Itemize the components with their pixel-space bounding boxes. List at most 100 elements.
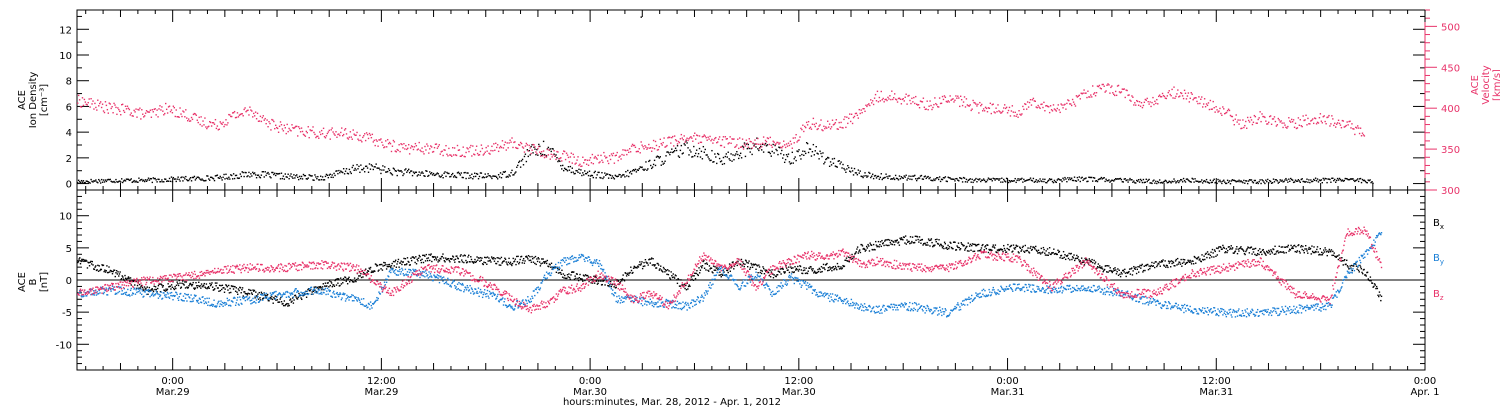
data-point: [275, 124, 277, 127]
data-point: [426, 257, 428, 260]
data-point: [495, 262, 498, 265]
data-point: [564, 168, 567, 170]
data-point: [506, 175, 508, 178]
data-point: [509, 139, 511, 141]
data-point: [546, 148, 549, 151]
data-point: [1247, 246, 1250, 249]
data-point: [106, 108, 109, 111]
data-point: [1116, 271, 1118, 273]
data-point: [508, 174, 510, 176]
data-point: [657, 156, 660, 158]
data-point: [267, 171, 269, 174]
data-point: [350, 172, 353, 175]
data-point: [235, 116, 238, 119]
data-point: [1323, 249, 1325, 251]
data-point: [117, 107, 119, 109]
data-point: [1063, 256, 1065, 259]
data-point: [1197, 102, 1199, 105]
top-right-axis-label: ACE Velocity [km/s]: [1470, 65, 1500, 104]
data-point: [144, 179, 147, 181]
data-point: [218, 128, 220, 130]
data-point: [773, 152, 775, 154]
data-point: [166, 112, 169, 114]
data-point: [1221, 114, 1223, 117]
data-point: [152, 289, 154, 291]
data-point: [367, 270, 370, 273]
data-point: [781, 149, 783, 152]
data-point: [716, 141, 718, 144]
data-point: [892, 98, 894, 101]
data-point: [533, 146, 535, 149]
data-point: [304, 174, 307, 177]
data-point: [1235, 248, 1237, 250]
data-point: [594, 275, 597, 277]
data-point: [899, 98, 902, 100]
data-point: [542, 150, 545, 152]
data-point: [91, 180, 93, 183]
data-point: [868, 103, 870, 105]
data-point: [1307, 181, 1309, 183]
data-point: [1300, 244, 1303, 247]
data-point: [1043, 101, 1045, 104]
data-point: [465, 259, 467, 262]
data-point: [179, 180, 181, 182]
data-point: [1133, 180, 1135, 182]
data-point: [406, 257, 409, 259]
data-point: [1158, 95, 1160, 98]
data-point: [1326, 181, 1328, 184]
data-point: [938, 239, 940, 241]
data-point: [1341, 119, 1344, 122]
data-point: [758, 264, 760, 266]
data-point: [634, 168, 637, 171]
data-point: [410, 259, 413, 262]
data-point: [1307, 248, 1310, 250]
data-point: [639, 264, 642, 266]
data-point: [215, 127, 218, 130]
data-point: [690, 136, 692, 138]
data-point: [884, 176, 886, 179]
data-point: [1188, 260, 1190, 262]
data-point: [687, 139, 689, 142]
data-point: [1215, 255, 1217, 258]
data-point: [686, 142, 688, 144]
data-point: [122, 109, 125, 112]
data-point: [573, 278, 576, 280]
data-point: [86, 260, 88, 262]
data-point: [308, 136, 310, 139]
data-point: [452, 147, 454, 149]
data-point: [219, 289, 222, 292]
data-point: [1101, 266, 1103, 268]
data-point: [1062, 177, 1064, 179]
data-point: [1301, 178, 1303, 180]
data-point: [589, 175, 592, 177]
data-point: [437, 145, 440, 148]
data-point: [1323, 179, 1325, 181]
data-point: [1291, 247, 1293, 250]
data-point: [973, 243, 975, 245]
data-point: [477, 178, 480, 180]
data-point: [271, 171, 273, 174]
data-point: [1155, 102, 1157, 105]
data-point: [341, 279, 343, 281]
data-point: [1317, 181, 1320, 183]
data-point: [410, 257, 412, 260]
data-point: [1256, 181, 1258, 184]
data-point: [706, 263, 709, 265]
data-point: [417, 174, 419, 176]
data-point: [684, 144, 686, 146]
data-point: [1297, 117, 1300, 119]
data-point: [454, 261, 456, 263]
data-point: [761, 146, 763, 148]
data-point: [1346, 265, 1349, 267]
data-point: [657, 262, 659, 265]
data-point: [491, 145, 493, 148]
data-point: [811, 270, 814, 272]
data-point: [759, 147, 761, 150]
data-point: [451, 155, 453, 157]
data-point: [528, 149, 530, 152]
data-point: [724, 155, 727, 158]
data-point: [1008, 179, 1011, 182]
data-point: [604, 155, 606, 157]
data-point: [1139, 178, 1142, 181]
